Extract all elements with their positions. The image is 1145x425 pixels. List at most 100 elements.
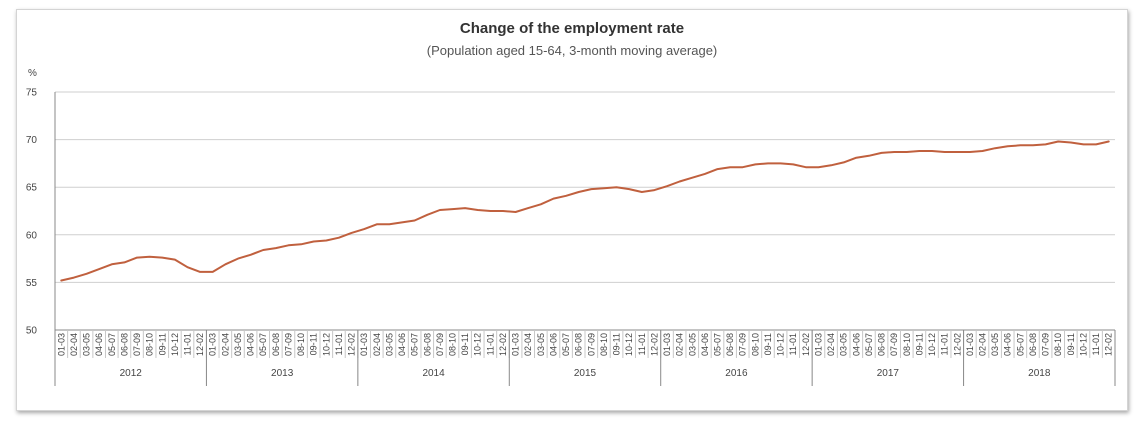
data-point[interactable]: [187, 266, 189, 268]
data-point[interactable]: [792, 163, 794, 165]
data-point[interactable]: [275, 247, 277, 249]
data-point[interactable]: [111, 263, 113, 265]
data-point[interactable]: [1057, 141, 1059, 143]
x-tick-label: 02-04: [978, 333, 988, 356]
data-point[interactable]: [780, 162, 782, 164]
data-point[interactable]: [578, 191, 580, 193]
data-point[interactable]: [944, 151, 946, 153]
data-point[interactable]: [414, 220, 416, 222]
data-point[interactable]: [868, 155, 870, 157]
data-point[interactable]: [893, 151, 895, 153]
data-point[interactable]: [881, 152, 883, 154]
data-point[interactable]: [969, 151, 971, 153]
data-point[interactable]: [704, 173, 706, 175]
data-point[interactable]: [351, 232, 353, 234]
data-point[interactable]: [552, 198, 554, 200]
data-point[interactable]: [666, 185, 668, 187]
data-point[interactable]: [388, 223, 390, 225]
data-point[interactable]: [855, 157, 857, 159]
data-point[interactable]: [616, 186, 618, 188]
data-point[interactable]: [452, 208, 454, 210]
data-point[interactable]: [754, 163, 756, 165]
data-point[interactable]: [199, 271, 201, 273]
data-point[interactable]: [1032, 144, 1034, 146]
data-point[interactable]: [212, 271, 214, 273]
data-point[interactable]: [817, 166, 819, 168]
data-point[interactable]: [464, 207, 466, 209]
data-point[interactable]: [1019, 144, 1021, 146]
data-point[interactable]: [805, 166, 807, 168]
data-point[interactable]: [515, 211, 517, 213]
data-point[interactable]: [1108, 141, 1110, 143]
data-point[interactable]: [641, 191, 643, 193]
data-point[interactable]: [161, 257, 163, 259]
x-tick-label: 11-01: [485, 333, 495, 355]
data-point[interactable]: [691, 177, 693, 179]
data-point[interactable]: [149, 256, 151, 258]
data-point[interactable]: [906, 151, 908, 153]
x-tick-label: 01-03: [813, 333, 823, 356]
data-point[interactable]: [1070, 141, 1072, 143]
data-point[interactable]: [565, 195, 567, 197]
data-point[interactable]: [489, 210, 491, 212]
data-point[interactable]: [679, 180, 681, 182]
x-tick-label: 11-01: [637, 333, 647, 355]
data-point[interactable]: [742, 166, 744, 168]
data-point[interactable]: [1082, 143, 1084, 145]
data-point[interactable]: [982, 150, 984, 152]
data-point[interactable]: [325, 240, 327, 242]
data-point[interactable]: [918, 150, 920, 152]
data-point[interactable]: [994, 147, 996, 149]
x-tick-label: 04-06: [397, 333, 407, 356]
data-point[interactable]: [1095, 143, 1097, 145]
data-point[interactable]: [174, 259, 176, 261]
data-point[interactable]: [136, 257, 138, 259]
x-tick-label: 10-12: [927, 333, 937, 356]
data-point[interactable]: [73, 277, 75, 279]
data-point[interactable]: [313, 240, 315, 242]
data-point[interactable]: [767, 162, 769, 164]
y-tick-label: 60: [26, 230, 38, 241]
data-point[interactable]: [717, 168, 719, 170]
data-point[interactable]: [502, 210, 504, 212]
x-tick-label: 02-04: [523, 333, 533, 356]
x-tick-label: 03-05: [384, 333, 394, 356]
data-point[interactable]: [628, 188, 630, 190]
x-tick-label: 09-11: [612, 333, 622, 355]
x-tick-label: 08-10: [145, 333, 155, 356]
data-point[interactable]: [426, 214, 428, 216]
data-point[interactable]: [603, 187, 605, 189]
data-point[interactable]: [931, 150, 933, 152]
data-point[interactable]: [477, 209, 479, 211]
data-point[interactable]: [98, 268, 100, 270]
x-tick-label: 07-09: [132, 333, 142, 356]
data-point[interactable]: [123, 261, 125, 263]
data-point[interactable]: [338, 237, 340, 239]
data-point[interactable]: [363, 228, 365, 230]
data-point[interactable]: [250, 254, 252, 256]
data-point[interactable]: [540, 203, 542, 205]
data-point[interactable]: [224, 263, 226, 265]
data-point[interactable]: [262, 249, 264, 251]
data-point[interactable]: [729, 166, 731, 168]
data-point[interactable]: [1007, 145, 1009, 147]
data-point[interactable]: [1045, 143, 1047, 145]
x-tick-label: 07-09: [738, 333, 748, 356]
data-point[interactable]: [653, 189, 655, 191]
data-point[interactable]: [956, 151, 958, 153]
data-point[interactable]: [237, 258, 239, 260]
data-point[interactable]: [86, 273, 88, 275]
data-point[interactable]: [439, 209, 441, 211]
data-point[interactable]: [830, 164, 832, 166]
data-point[interactable]: [401, 221, 403, 223]
data-point[interactable]: [376, 223, 378, 225]
data-point[interactable]: [60, 279, 62, 281]
data-point[interactable]: [590, 188, 592, 190]
data-point[interactable]: [843, 161, 845, 163]
data-point[interactable]: [300, 243, 302, 245]
data-point[interactable]: [287, 244, 289, 246]
x-tick-label: 11-01: [940, 333, 950, 355]
data-point[interactable]: [527, 207, 529, 209]
x-tick-label: 05-07: [107, 333, 117, 356]
year-label: 2015: [574, 368, 597, 379]
